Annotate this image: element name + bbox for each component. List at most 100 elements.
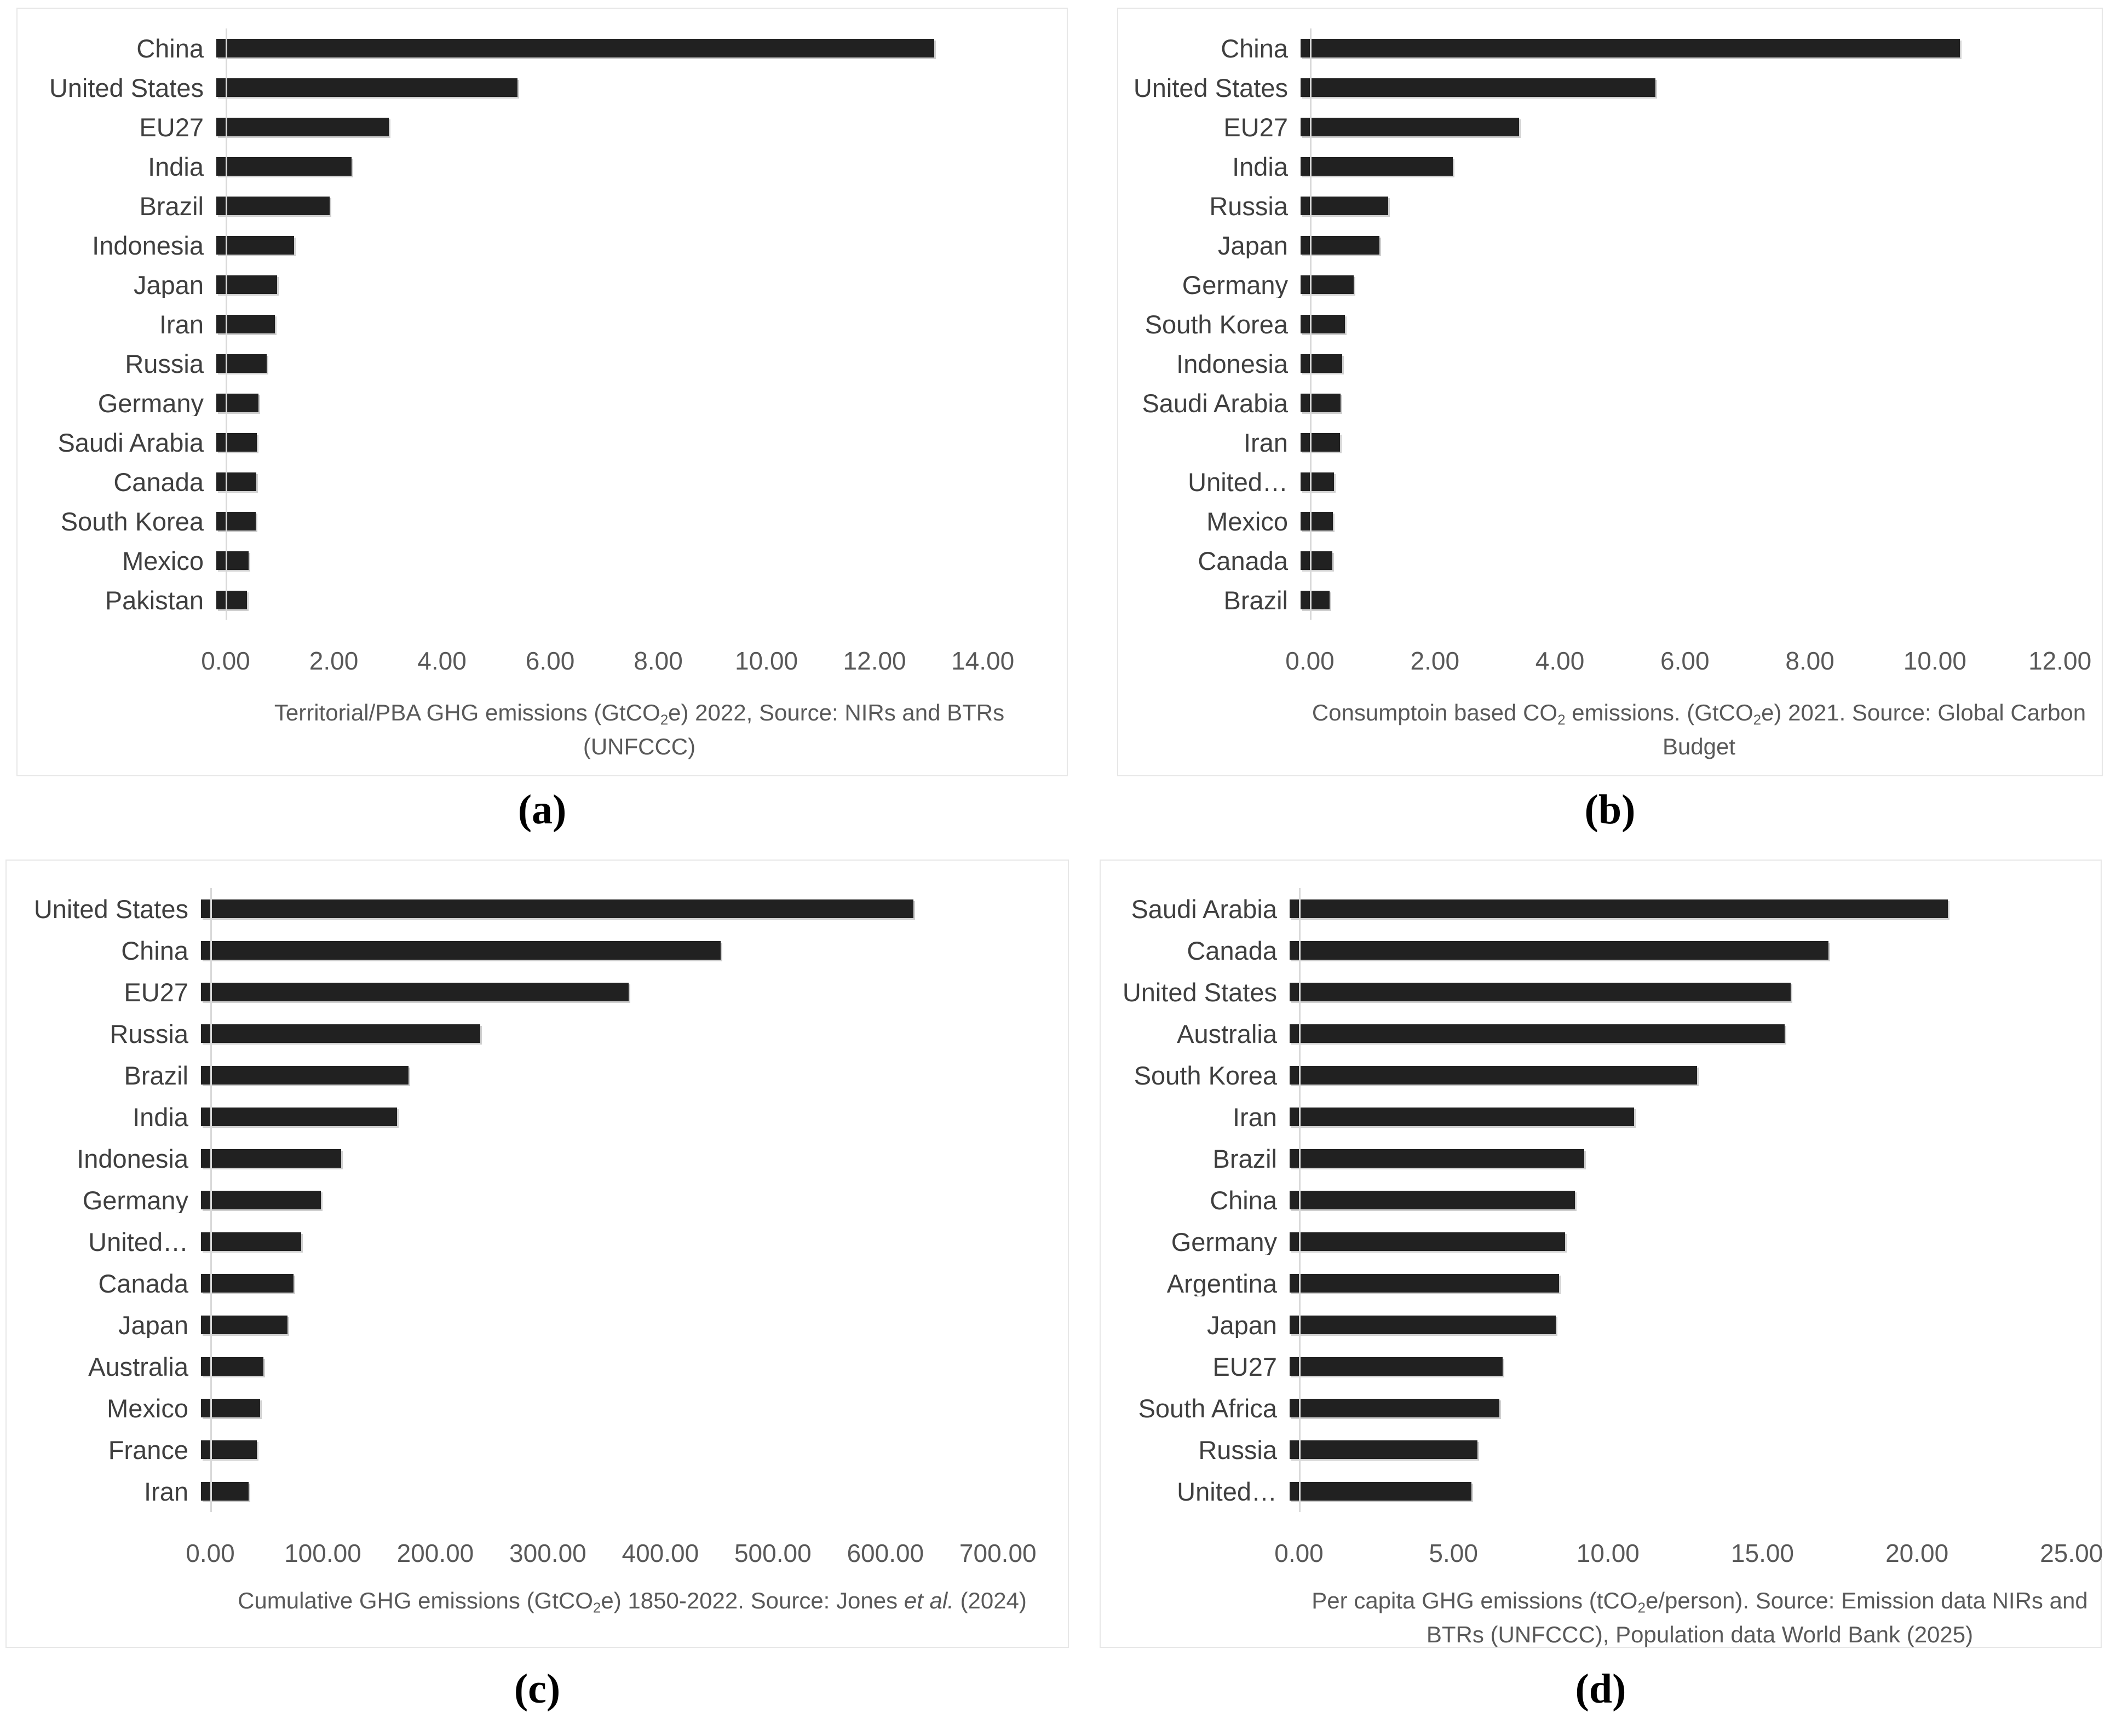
chart-title-segment: (2024)	[953, 1588, 1027, 1613]
bar	[201, 1108, 397, 1126]
bar-row: South Korea	[18, 501, 1067, 541]
category-label: Japan	[133, 272, 204, 298]
x-axis-ticks: 0.00 2.00 4.00 6.00 8.00 10.00 12.00 14.00	[201, 620, 1053, 696]
bar-row: Germany	[18, 383, 1067, 423]
tick-label: 10.00	[1903, 647, 1966, 675]
bar	[201, 1066, 409, 1085]
bar-row: Germany	[1101, 1221, 2101, 1262]
tick-label: 4.00	[417, 647, 467, 675]
x-axis-ticks: 0.00 100.00 200.00 300.00 400.00 500.00 600.00…	[186, 1512, 1054, 1584]
bar	[1290, 1316, 1556, 1334]
bar-track	[1299, 304, 2088, 344]
bar-track	[215, 580, 1053, 620]
bar	[1301, 472, 1335, 491]
bar-track	[215, 501, 1053, 541]
category-label: Brazil	[1212, 1145, 1277, 1172]
category-label: South Korea	[60, 508, 204, 534]
bar	[1290, 941, 1829, 960]
bar-row: Russia	[7, 1013, 1068, 1054]
bar	[1301, 512, 1333, 530]
bar-row: Iran	[7, 1470, 1068, 1512]
bar	[216, 472, 257, 491]
bar-row: EU27	[1101, 1346, 2101, 1387]
bar	[216, 394, 259, 412]
bar-track	[1288, 1054, 2087, 1096]
category-label: Saudi Arabia	[1131, 896, 1277, 922]
bar	[1290, 899, 1948, 918]
bar-track	[215, 304, 1053, 344]
bar-chart-rows: China United States EU27 India Brazil Indones…	[18, 28, 1067, 620]
bar-track	[1288, 930, 2087, 971]
bar-row: China	[1101, 1179, 2101, 1221]
chart-title-segment: Territorial/PBA GHG emissions (GtCO	[274, 700, 660, 725]
bar-track	[1299, 147, 2088, 186]
bar	[1301, 551, 1332, 570]
bar-row: United…	[1118, 462, 2102, 501]
bar-row: Australia	[1101, 1013, 2101, 1054]
tick-label: 600.00	[847, 1539, 924, 1567]
tick-label: 2.00	[1410, 647, 1460, 675]
category-label: Russia	[125, 350, 204, 377]
chart-panel-c: United States China EU27 Russia Brazil India I…	[5, 860, 1069, 1648]
bar	[201, 1482, 249, 1501]
bar-chart-rows: China United States EU27 India Russia Japan Ge…	[1118, 28, 2102, 620]
category-label: Indonesia	[92, 232, 204, 258]
bar	[1301, 197, 1388, 215]
bar-track	[1299, 541, 2088, 580]
bar	[1290, 1024, 1785, 1043]
bar-row: South Africa	[1101, 1387, 2101, 1429]
bar-row: United States	[18, 68, 1067, 107]
chart-title: Per capita GHG emissions (tCO2e/person).…	[1101, 1584, 2101, 1652]
category-label: South Korea	[1134, 1062, 1277, 1088]
bar	[201, 1440, 257, 1459]
chart-title-segment: 2	[1557, 711, 1566, 728]
chart-panel-b: China United States EU27 India Russia Japan Ge…	[1117, 8, 2103, 776]
bar-track	[215, 186, 1053, 226]
bar-row: Saudi Arabia	[18, 423, 1067, 462]
category-label: EU27	[1223, 114, 1288, 140]
category-label: Canada	[1187, 937, 1277, 964]
bar-row: France	[7, 1429, 1068, 1470]
bar-track	[1288, 1346, 2087, 1387]
bar-row: Canada	[1118, 541, 2102, 580]
bar-track	[215, 462, 1053, 501]
category-label: France	[108, 1437, 188, 1463]
category-label: Mexico	[107, 1395, 188, 1421]
category-label: Mexico	[1206, 508, 1288, 534]
bar	[201, 1357, 264, 1376]
category-label: Canada	[113, 469, 204, 495]
bar-track	[1288, 888, 2087, 930]
chart-title-segment: e/person). Source: Emission data NIRs an…	[1426, 1588, 2088, 1648]
bar-track	[199, 1221, 1054, 1262]
bar-row: Iran	[18, 304, 1067, 344]
bar	[1301, 354, 1343, 373]
category-label: Brazil	[139, 193, 204, 219]
bar-track	[199, 1304, 1054, 1346]
bar-track	[1299, 423, 2088, 462]
bar-track	[215, 265, 1053, 304]
tick-label: 2.00	[309, 647, 359, 675]
category-label: China	[1221, 35, 1288, 61]
category-label: Iran	[159, 311, 204, 337]
panel-caption-a: (a)	[517, 787, 567, 833]
bar-track	[1299, 265, 2088, 304]
category-label: Argentina	[1166, 1270, 1277, 1296]
bar-track	[1288, 1138, 2087, 1179]
bar-track	[1288, 1387, 2087, 1429]
bar-track	[199, 930, 1054, 971]
category-label: Canada	[98, 1270, 188, 1296]
category-label: Saudi Arabia	[57, 429, 204, 455]
tick-label: 6.00	[525, 647, 575, 675]
bar	[1290, 1274, 1560, 1293]
panel-caption-b: (b)	[1584, 787, 1636, 833]
chart-title-segment: 2	[1637, 1599, 1646, 1616]
tick-label: 0.00	[201, 647, 250, 675]
bar-row: Canada	[1101, 930, 2101, 971]
category-label: Japan	[1206, 1312, 1277, 1338]
category-label: South Korea	[1144, 311, 1288, 337]
bar-row: Russia	[1101, 1429, 2101, 1470]
tick-label: 8.00	[1785, 647, 1834, 675]
category-label: Canada	[1198, 547, 1288, 574]
tick-label: 8.00	[634, 647, 683, 675]
